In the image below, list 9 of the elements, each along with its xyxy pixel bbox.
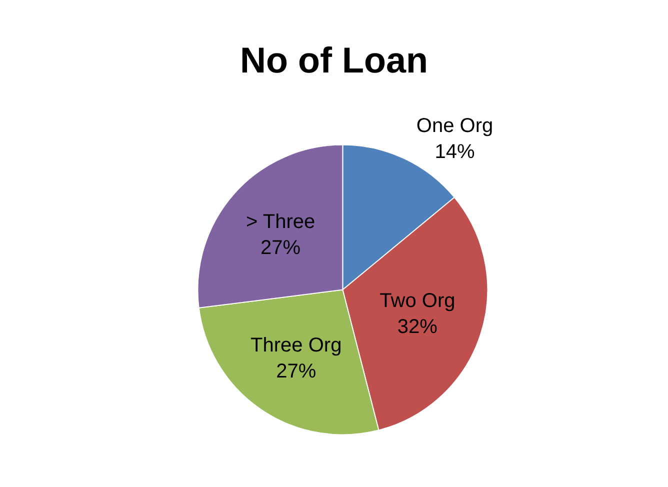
chart-title: No of Loan	[240, 40, 428, 80]
data-label: 27%	[260, 236, 301, 259]
slice-label: One Org	[416, 114, 494, 137]
data-label: 32%	[397, 316, 438, 338]
slice-label: Two Org	[380, 290, 456, 312]
data-label: 14%	[434, 140, 475, 163]
slice-label: > Three	[246, 210, 316, 233]
slice-label: Three Org	[250, 334, 342, 356]
data-label: 27%	[276, 360, 316, 382]
